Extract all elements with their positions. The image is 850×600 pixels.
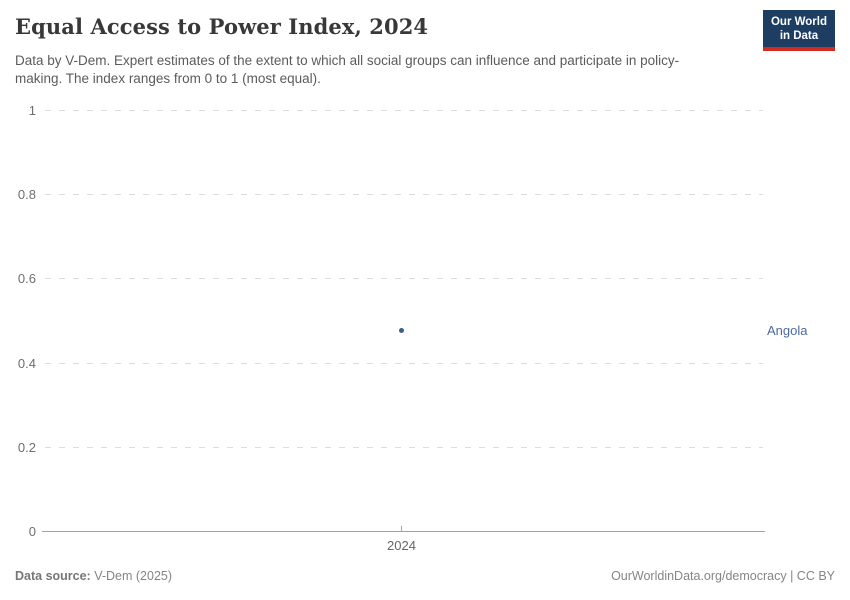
gridline-0-4 (45, 363, 763, 364)
y-axis-tick-label: 0.8 (17, 187, 36, 202)
footer-data-source-label: Data source: (15, 569, 91, 583)
y-axis-tick-label: 0.2 (17, 440, 36, 455)
gridline-0-6 (45, 278, 763, 279)
owid-logo-line1: Our World (770, 16, 827, 28)
gridline-0-2 (45, 447, 763, 448)
owid-logo[interactable]: Our World in Data (762, 10, 835, 51)
footer-data-source: Data source: V-Dem (2025) (15, 569, 172, 583)
y-axis-tick-label: 0 (28, 524, 36, 539)
owid-logo-line2: in Data (779, 30, 819, 42)
gridline-1 (45, 110, 763, 111)
y-axis-tick-label: 1 (28, 103, 36, 118)
chart-title: Equal Access to Power Index, 2024 (15, 14, 429, 39)
x-axis-tick-mark (401, 526, 402, 532)
x-axis-line (42, 531, 765, 532)
series-label-angola[interactable]: Angola (767, 323, 808, 338)
y-axis-tick-label: 0.6 (17, 271, 36, 286)
gridline-0-8 (45, 194, 763, 195)
footer-data-source-value: V-Dem (2025) (94, 569, 173, 583)
chart-subtitle: Data by V-Dem. Expert estimates of the e… (15, 53, 680, 86)
data-point-angola[interactable] (399, 328, 404, 333)
x-axis-tick-label: 2024 (387, 538, 416, 553)
y-axis-tick-label: 0.4 (17, 356, 36, 371)
footer-attribution-link[interactable]: OurWorldinData.org/democracy | CC BY (611, 569, 835, 583)
